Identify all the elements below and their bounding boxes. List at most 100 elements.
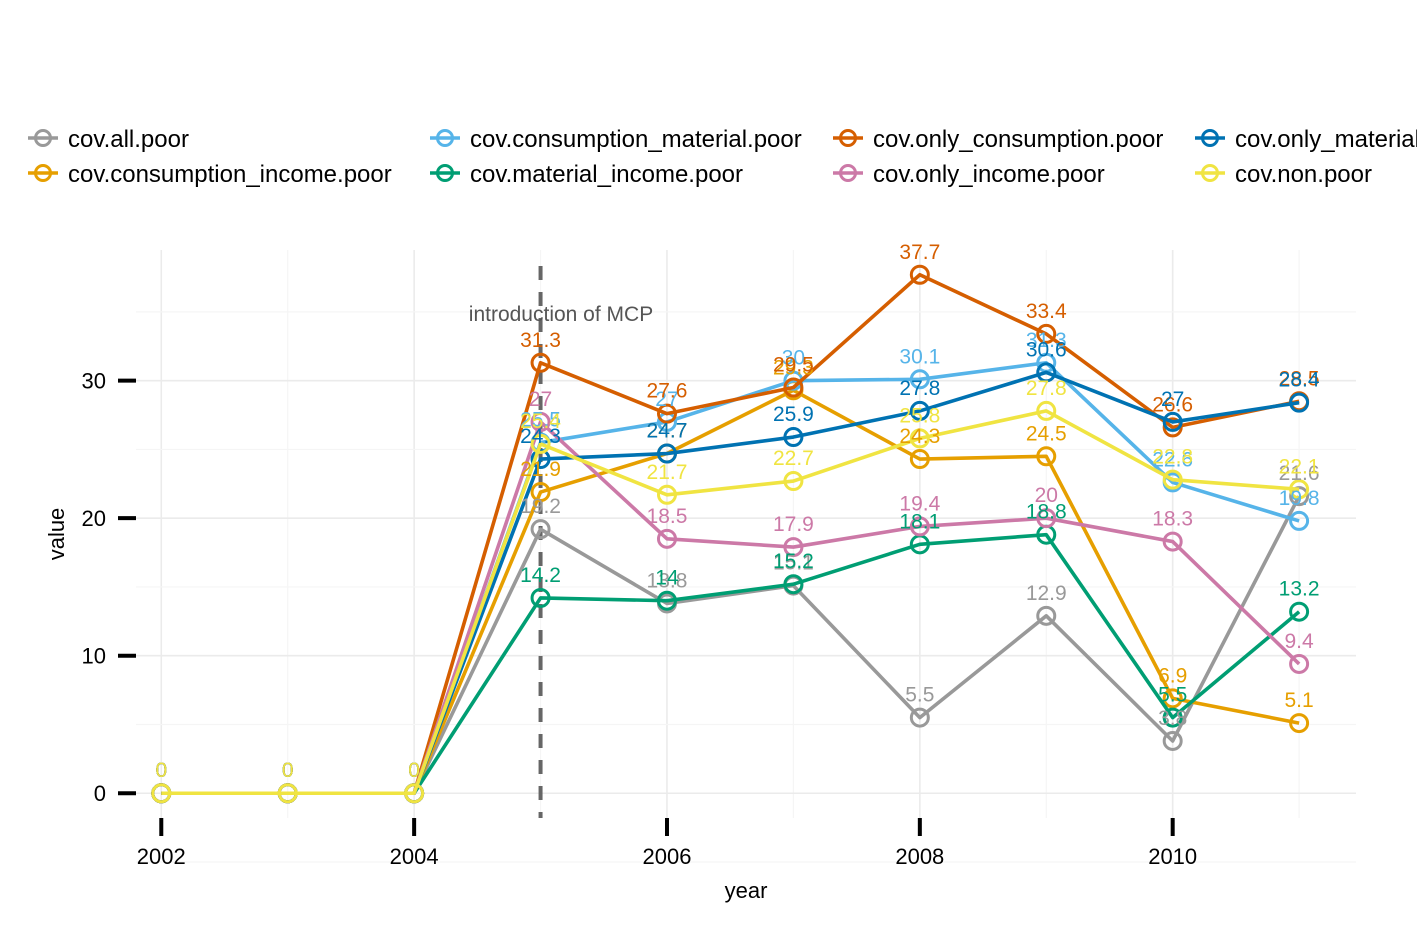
x-tick-label: 2006 [643, 844, 692, 869]
data-labels: 0 0 019.213.815.15.512.93.821.60 0 021.924.7… [155, 241, 1319, 782]
data-point [1036, 323, 1057, 344]
data-label: 0 [408, 759, 420, 782]
data-label: 0 [282, 759, 294, 782]
data-point [1036, 362, 1057, 383]
data-point [1036, 605, 1057, 626]
data-label: 22.8 [1152, 446, 1193, 469]
series-line [161, 409, 1300, 796]
data-label: 0 [282, 759, 294, 782]
y-tick-label: 0 [94, 781, 106, 806]
data-point [1162, 411, 1183, 432]
data-point [1162, 707, 1183, 728]
data-point [656, 403, 677, 424]
data-point [909, 264, 930, 285]
data-label: 0 [155, 759, 167, 782]
data-label: 13.2 [1279, 578, 1320, 601]
data-point [1036, 508, 1057, 529]
data-label: 27.8 [1026, 377, 1067, 400]
data-point [1036, 400, 1057, 421]
series-line [161, 532, 1301, 796]
data-label: 27 [655, 388, 678, 411]
data-label: 18.8 [1026, 501, 1067, 524]
data-point [909, 369, 930, 390]
series-cov.non.poor [151, 400, 1310, 804]
data-label: 0 [282, 759, 294, 782]
data-label: 26.6 [1152, 393, 1193, 416]
series-layer [151, 264, 1310, 804]
data-point [783, 471, 804, 492]
data-label: 30.1 [899, 345, 940, 368]
legend-label: cov.only_consumption.poor [873, 126, 1163, 153]
data-point [277, 783, 298, 804]
series-line [161, 360, 1300, 796]
data-label: 27.8 [899, 377, 940, 400]
data-label: 24.7 [647, 420, 688, 443]
data-label: 27.6 [647, 380, 688, 403]
data-label: 24.5 [1026, 422, 1067, 445]
data-label: 0 [408, 759, 420, 782]
data-label: 29.3 [773, 356, 814, 379]
data-point [1289, 653, 1310, 674]
data-label: 0 [155, 759, 167, 782]
data-label: 0 [282, 759, 294, 782]
data-point [783, 574, 804, 595]
data-label: 25.9 [773, 403, 814, 426]
data-point [1289, 479, 1310, 500]
data-label: 0 [155, 759, 167, 782]
data-point [1289, 510, 1310, 531]
legend-label: cov.only_income.poor [873, 161, 1105, 188]
data-point [530, 449, 551, 470]
legend-label: cov.consumption_material.poor [470, 126, 802, 153]
data-point [1162, 469, 1183, 490]
data-point [1289, 713, 1310, 734]
data-label: 0 [282, 759, 294, 782]
data-label: 0 [282, 759, 294, 782]
legend-key-point [436, 164, 454, 182]
x-tick-label: 2008 [895, 844, 944, 869]
data-label: 13.8 [647, 569, 688, 592]
data-label: 21.7 [647, 461, 688, 484]
data-label: 14.2 [520, 564, 561, 587]
data-point [909, 400, 930, 421]
data-label: 18.5 [647, 505, 688, 528]
data-label: 0 [408, 759, 420, 782]
grid [136, 250, 1356, 863]
y-tick-label: 10 [82, 644, 106, 669]
data-point [909, 707, 930, 728]
data-point [1289, 392, 1310, 413]
data-label: 14 [655, 567, 679, 590]
data-label: 18.3 [1152, 508, 1193, 531]
x-tick-label: 2002 [137, 844, 186, 869]
data-label: 0 [282, 759, 294, 782]
data-label: 31.3 [1026, 329, 1067, 352]
data-point [1162, 531, 1183, 552]
data-point [656, 590, 677, 611]
data-point [530, 482, 551, 503]
data-label: 9.4 [1285, 630, 1315, 653]
data-label: 0 [282, 759, 294, 782]
x-tick-label: 2004 [390, 844, 439, 869]
data-label: 18.1 [899, 510, 940, 533]
series-cov.only_material.poor [151, 362, 1310, 804]
data-label: 24.7 [647, 420, 688, 443]
data-point [1162, 688, 1183, 709]
data-point [1036, 446, 1057, 467]
legend-item: cov.only_material.poor [1195, 126, 1417, 153]
data-label: 31.3 [520, 329, 561, 352]
annotation: introduction of MCP [469, 266, 653, 818]
data-label: 24.3 [520, 425, 561, 448]
data-point [530, 519, 551, 540]
data-label: 17.9 [773, 513, 814, 536]
legend-key-point [436, 129, 454, 147]
data-label: 0 [408, 759, 420, 782]
data-label: 19.8 [1279, 487, 1320, 510]
data-label: 0 [155, 759, 167, 782]
data-point [656, 443, 677, 464]
y-tick-label: 20 [82, 506, 106, 531]
data-label: 30.6 [1026, 338, 1067, 361]
legend-key-point [839, 164, 857, 182]
legend-item: cov.consumption_income.poor [28, 161, 392, 188]
data-point [656, 484, 677, 505]
data-label: 12.9 [1026, 582, 1067, 605]
